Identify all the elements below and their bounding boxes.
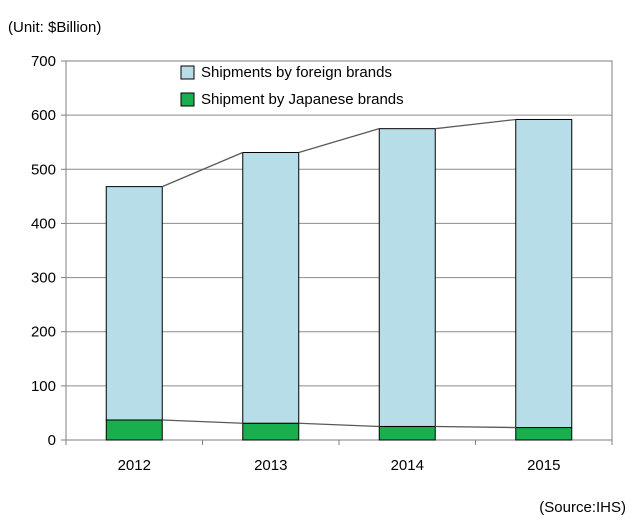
legend-label: Shipments by foreign brands: [201, 64, 392, 81]
bar-japanese-2015: [515, 427, 573, 441]
connector-total: [298, 128, 380, 154]
bar-foreign-2013: [242, 152, 300, 424]
legend-swatch: [180, 65, 195, 80]
y-tick-label: 100: [31, 378, 56, 395]
x-tick-label: 2013: [254, 457, 287, 474]
legend: Shipments by foreign brands Shipment by J…: [180, 64, 404, 108]
y-tick-label: 500: [31, 161, 56, 178]
bar-japanese-2012: [105, 419, 163, 441]
y-tick-label: 0: [48, 432, 56, 449]
y-tick-label: 200: [31, 324, 56, 341]
unit-note: (Unit: $Billion): [8, 19, 101, 36]
connector-japanese: [298, 422, 380, 428]
x-tick-label: 2014: [391, 457, 424, 474]
connector-total: [435, 118, 516, 130]
connector-japanese: [435, 425, 516, 429]
bar-japanese-2014: [378, 425, 436, 441]
legend-label: Shipment by Japanese brands: [201, 91, 404, 108]
connector-total: [161, 151, 244, 188]
plot-area: 0 100 200 300 400 500 600 700 2012 2013 2014 2015: [31, 53, 613, 474]
bar-japanese-2013: [242, 422, 300, 441]
y-tick-label: 700: [31, 53, 56, 70]
y-tick-label: 600: [31, 107, 56, 124]
y-tick-label: 400: [31, 215, 56, 232]
y-tick-label: 300: [31, 270, 56, 287]
bar-foreign-2015: [515, 118, 573, 429]
x-tick-label: 2015: [527, 457, 560, 474]
legend-swatch: [180, 92, 195, 107]
connector-japanese: [162, 419, 243, 424]
source-note: (Source:IHS): [539, 499, 626, 516]
x-tick-label: 2012: [118, 457, 151, 474]
bar-foreign-2012: [105, 186, 163, 421]
bar-foreign-2014: [378, 128, 436, 427]
